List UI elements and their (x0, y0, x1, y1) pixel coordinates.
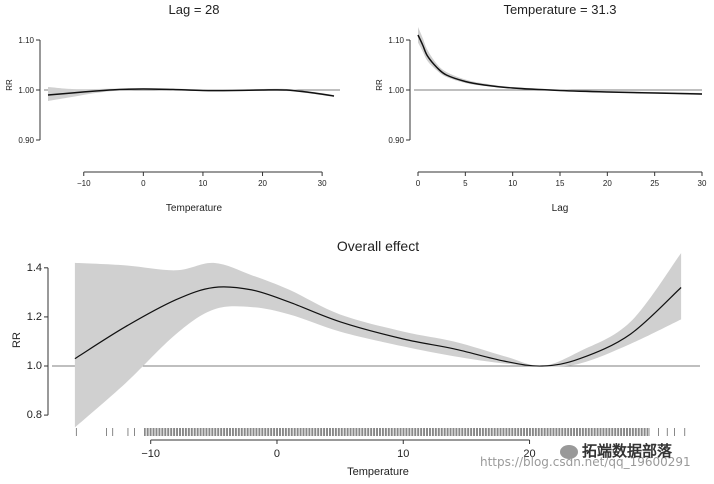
x-tick-label: 15 (556, 179, 565, 188)
x-tick-label: 20 (523, 448, 535, 460)
y-tick-label: 1.4 (27, 262, 42, 274)
x-axis-label: Temperature (166, 203, 223, 214)
x-tick-label: 10 (198, 179, 207, 188)
rug-marks (75, 428, 686, 436)
x-tick-label: −10 (141, 448, 160, 460)
confidence-band (48, 87, 334, 101)
x-tick-label: 10 (508, 179, 517, 188)
x-tick-label: 30 (698, 179, 707, 188)
x-axis-label: Temperature (347, 466, 409, 478)
y-tick-label: 1.00 (388, 86, 404, 95)
y-tick-label: 1.00 (18, 86, 34, 95)
y-tick-label: 0.90 (18, 136, 34, 145)
confidence-band (418, 27, 702, 95)
x-tick-label: 0 (416, 179, 421, 188)
y-tick-label: 1.0 (27, 360, 42, 372)
chart-title: Overall effect (337, 238, 419, 254)
x-tick-label: 10 (397, 448, 409, 460)
y-tick-label: 1.2 (27, 311, 42, 323)
watermark-brand: 拓端数据部落 (560, 440, 672, 461)
x-tick-label: 0 (141, 179, 146, 188)
chart-title: Temperature = 31.3 (503, 2, 616, 17)
x-tick-label: −10 (77, 179, 91, 188)
y-axis-label: RR (5, 79, 14, 91)
series-line (74, 286, 682, 367)
y-tick-label: 1.10 (388, 36, 404, 45)
y-tick-label: 0.8 (27, 409, 42, 421)
x-axis-label: Lag (552, 203, 569, 214)
x-tick-label: 20 (258, 179, 267, 188)
x-tick-label: 20 (603, 179, 612, 188)
x-tick-label: 5 (463, 179, 468, 188)
y-axis-label: RR (11, 332, 23, 348)
x-tick-label: 0 (274, 448, 280, 460)
chart-title: Lag = 28 (169, 2, 220, 17)
y-axis-label: RR (375, 79, 384, 91)
watermark-brand-label: 拓端数据部落 (582, 442, 673, 460)
wechat-icon (560, 444, 578, 459)
y-tick-label: 1.10 (18, 36, 34, 45)
x-tick-label: 25 (650, 179, 659, 188)
confidence-band (74, 253, 682, 428)
series-line (417, 34, 703, 95)
x-tick-label: 30 (318, 179, 327, 188)
series-line (47, 88, 335, 97)
y-tick-label: 0.90 (388, 136, 404, 145)
watermark-url: https://blog.csdn.net/qq_19600291 (480, 455, 691, 469)
